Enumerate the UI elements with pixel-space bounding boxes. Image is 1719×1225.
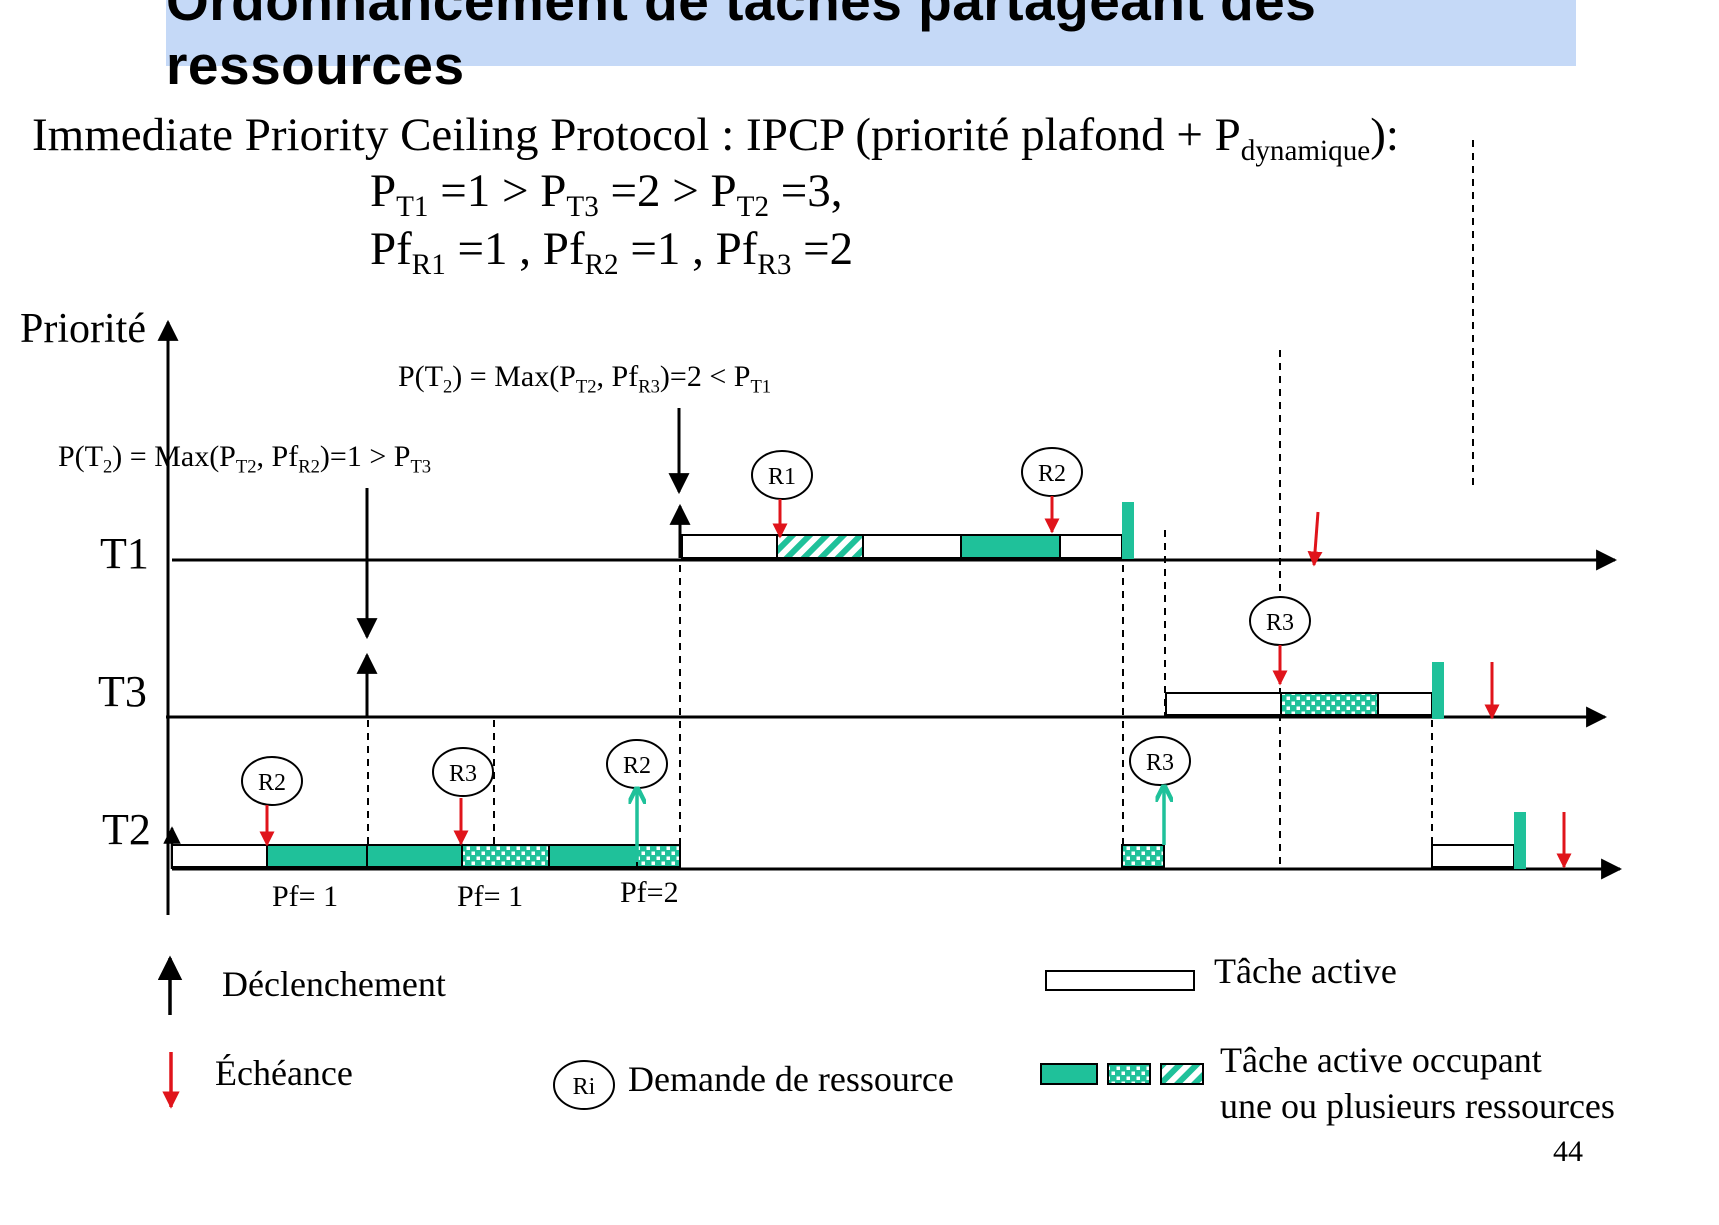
t2-r3-block — [636, 844, 681, 868]
ceil-part: =1 , Pf — [445, 223, 585, 275]
ann-part: P(T — [398, 360, 443, 393]
protocol-line-1: Immediate Priority Ceiling Protocol : IP… — [32, 112, 1399, 166]
ceil-sub: R3 — [757, 249, 792, 282]
ann-sub: T3 — [410, 456, 432, 478]
legend-hatch-box — [1160, 1063, 1204, 1085]
prio-sub: T1 — [396, 191, 429, 224]
t1-completion-bar — [1122, 502, 1134, 559]
page-title: Ordonnancement de tâches partageant des … — [166, 0, 1317, 96]
legend-occupying-line2: une ou plusieurs ressources — [1220, 1086, 1615, 1126]
ann-sub: R3 — [638, 376, 660, 398]
resource-request-circle — [751, 450, 813, 500]
annotation-t2-ceiling-r2: P(T2) = Max(PT2, PfR2)=1 > PT3 — [58, 442, 431, 477]
t2-active-block — [171, 844, 268, 868]
ceil-part: =1 , Pf — [618, 223, 758, 275]
ann-part: ) = Max(P — [112, 440, 236, 473]
t2-active-block — [1431, 844, 1515, 868]
legend-resource-symbol: Ri — [573, 1074, 596, 1100]
ann-sub: T2 — [235, 456, 257, 478]
prio-part: =2 > P — [598, 165, 737, 217]
t1-active-block — [862, 534, 962, 559]
ann-part: )=2 < P — [659, 360, 751, 393]
resource-label: R1 — [768, 464, 796, 490]
ann-part: P(T — [58, 440, 103, 473]
ceil-sub: R1 — [411, 249, 446, 282]
legend-deadline-label: Échéance — [215, 1053, 353, 1093]
protocol-subscript: dynamique — [1240, 135, 1371, 168]
legend-active-box — [1045, 970, 1195, 991]
legend-release-label: Déclenchement — [222, 964, 446, 1004]
resource-label: R3 — [1146, 750, 1174, 776]
prio-part: P — [370, 165, 397, 217]
t3-completion-bar — [1432, 662, 1444, 719]
page-number: 44 — [1553, 1135, 1583, 1168]
t1-active-block — [681, 534, 778, 559]
resource-label: R2 — [623, 753, 651, 779]
resource-label: R2 — [1038, 461, 1066, 487]
resource-label: R3 — [1266, 610, 1294, 636]
legend-resource-circle — [553, 1060, 615, 1110]
ceil-sub: R2 — [584, 249, 619, 282]
task-label-t3: T3 — [98, 667, 147, 716]
t2-r2-block — [266, 844, 368, 868]
title-bar: Ordonnancement de tâches partageant des … — [166, 0, 1576, 96]
t3-r3-block — [1280, 692, 1379, 716]
task-label-t2: T2 — [102, 805, 151, 854]
resource-ceilings: PfR1 =1 , PfR2 =1 , PfR3 =2 — [370, 226, 853, 280]
ann-sub: T2 — [575, 376, 597, 398]
task-priorities: PT1 =1 > PT3 =2 > PT2 =3, — [370, 168, 843, 222]
pf-label-1: Pf= 1 — [272, 880, 339, 913]
prio-part: =3, — [769, 165, 843, 217]
legend-resource-label: Demande de ressource — [628, 1059, 954, 1099]
prio-sub: T2 — [736, 191, 770, 224]
ann-part: , Pf — [596, 360, 639, 393]
t2-r3-block — [1121, 844, 1165, 868]
pf-label-3: Pf=2 — [620, 876, 679, 909]
prio-part: =1 > P — [428, 165, 567, 217]
t1-r2-block — [960, 534, 1061, 559]
annotation-t2-ceiling-r3: P(T2) = Max(PT2, PfR3)=2 < PT1 — [398, 362, 771, 397]
t2-r2-block — [366, 844, 463, 868]
protocol-name: Immediate Priority Ceiling Protocol : IP… — [32, 109, 1241, 161]
legend-checker-box — [1107, 1063, 1151, 1085]
resource-request-circle — [241, 756, 303, 806]
resource-label: R3 — [449, 761, 477, 787]
t2-completion-bar — [1514, 812, 1526, 869]
ann-sub: 2 — [443, 376, 453, 398]
priority-axis-label: Priorité — [20, 306, 146, 352]
resource-label: R2 — [258, 770, 286, 796]
legend-occupying-line1: Tâche active occupant — [1220, 1040, 1542, 1080]
t2-r2-block — [548, 844, 638, 868]
pf-label-2: Pf= 1 — [457, 880, 524, 913]
t1-active-block — [1059, 534, 1123, 559]
legend-solid-box — [1040, 1063, 1098, 1085]
ceil-part: =2 — [791, 223, 854, 275]
t1-r1-block — [776, 534, 864, 559]
protocol-end: ): — [1370, 109, 1399, 161]
task-label-t1: T1 — [100, 529, 149, 578]
prio-sub: T3 — [566, 191, 599, 224]
ann-part: ) = Max(P — [452, 360, 576, 393]
ann-sub: 2 — [103, 456, 113, 478]
t3-active-block — [1377, 692, 1433, 716]
ann-part: )=1 > P — [319, 440, 411, 473]
legend-active-label: Tâche active — [1214, 951, 1397, 991]
t2-r3-block — [461, 844, 550, 868]
ceil-part: Pf — [370, 223, 412, 275]
t3-active-block — [1165, 692, 1282, 716]
ann-sub: T1 — [750, 376, 772, 398]
deadline-arrow-t1 — [1307, 511, 1323, 567]
ann-part: , Pf — [256, 440, 299, 473]
ann-sub: R2 — [298, 456, 320, 478]
resource-request-circle — [432, 747, 494, 797]
